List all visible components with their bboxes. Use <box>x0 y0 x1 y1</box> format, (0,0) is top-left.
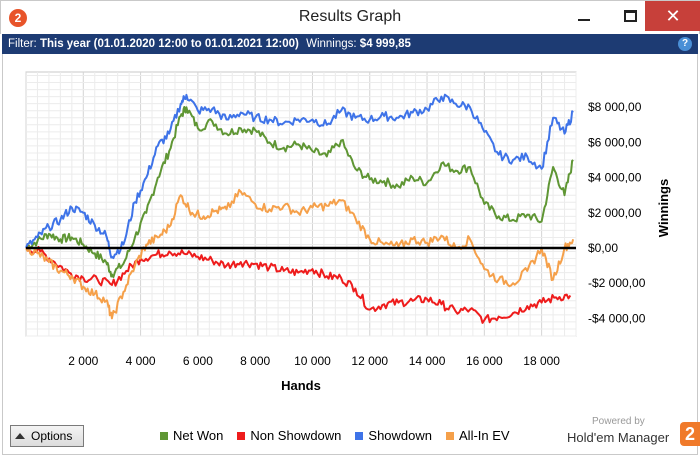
series-line-non-showdown <box>25 245 572 324</box>
legend-item-all-in-ev[interactable]: All-In EV <box>446 428 510 443</box>
series-line-all-in-ev <box>25 188 575 320</box>
brand-logo-icon: 2 <box>680 422 700 446</box>
series-layer <box>25 93 575 324</box>
graph-frame <box>2 54 698 455</box>
x-tick-label: 14 000 <box>409 354 446 368</box>
triangle-up-icon <box>15 433 25 439</box>
legend-item-showdown[interactable]: Showdown <box>355 428 432 443</box>
series-line-showdown <box>25 93 574 260</box>
legend-swatch <box>160 431 168 440</box>
legend-swatch <box>446 431 455 440</box>
grid-lines <box>25 72 577 337</box>
brand-name: Hold'em Manager <box>567 430 670 445</box>
y-tick-label: $0,00 <box>588 241 618 255</box>
y-tick-label: -$2 000,00 <box>588 276 646 290</box>
minimize-button[interactable] <box>561 1 607 31</box>
legend-label: Showdown <box>368 428 433 443</box>
powered-by-text: Powered by <box>592 416 645 427</box>
series-line-net-won <box>25 106 574 279</box>
y-tick-label: $8 000,00 <box>588 100 642 114</box>
x-tick-label: 12 000 <box>351 354 388 368</box>
window-title: Results Graph <box>298 8 402 25</box>
x-tick-label: 6 000 <box>183 354 213 368</box>
y-tick-label: $2 000,00 <box>588 206 642 220</box>
legend: Net Won Non Showdown Showdown All-In EV <box>160 428 524 443</box>
y-tick-label: $4 000,00 <box>588 171 642 185</box>
x-tick-label: 2 000 <box>68 354 98 368</box>
help-icon[interactable]: ? <box>678 37 692 51</box>
x-tick-label: 8 000 <box>240 354 270 368</box>
filter-bar: Filter: This year (01.01.2020 12:00 to 0… <box>2 34 698 54</box>
legend-item-non-showdown[interactable]: Non Showdown <box>237 428 341 443</box>
winnings-value: $4 999,85 <box>359 38 411 50</box>
x-tick-label: 4 000 <box>126 354 156 368</box>
minimize-icon <box>578 19 590 21</box>
x-tick-label: 16 000 <box>466 354 503 368</box>
x-tick-label: 10 000 <box>294 354 331 368</box>
legend-label: Net Won <box>173 428 224 443</box>
y-axis-label: Winnings <box>656 179 671 237</box>
filter-value: This year (01.01.2020 12:00 to 01.01.202… <box>39 38 299 50</box>
x-tick-label: 18 000 <box>523 354 560 368</box>
winnings-label: Winnings: <box>306 38 357 50</box>
options-label: Options <box>31 429 73 443</box>
legend-label: All-In EV <box>459 428 510 443</box>
y-tick-labels: $8 000,00 $6 000,00 $4 000,00 $2 000,00 $0,0… <box>588 100 646 325</box>
options-button[interactable]: Options <box>10 425 84 447</box>
y-tick-label: $6 000,00 <box>588 135 642 149</box>
app-logo-icon: 2 <box>9 9 27 27</box>
close-icon: ✕ <box>665 5 681 26</box>
x-tick-labels: 2 000 4 000 6 000 8 000 10 000 12 000 14 000 16… <box>68 354 560 368</box>
maximize-button[interactable] <box>607 1 653 31</box>
y-tick-label: -$4 000,00 <box>588 311 646 325</box>
close-button[interactable]: ✕ <box>645 1 700 31</box>
title-bar: 2 Results Graph ✕ <box>0 0 700 34</box>
filter-label: Filter: <box>8 38 37 50</box>
maximize-icon <box>623 10 637 22</box>
legend-label: Non Showdown <box>250 428 342 443</box>
legend-swatch <box>355 431 364 440</box>
legend-item-net-won[interactable]: Net Won <box>160 428 223 443</box>
x-axis-label: Hands <box>281 378 321 393</box>
legend-swatch <box>237 431 246 440</box>
